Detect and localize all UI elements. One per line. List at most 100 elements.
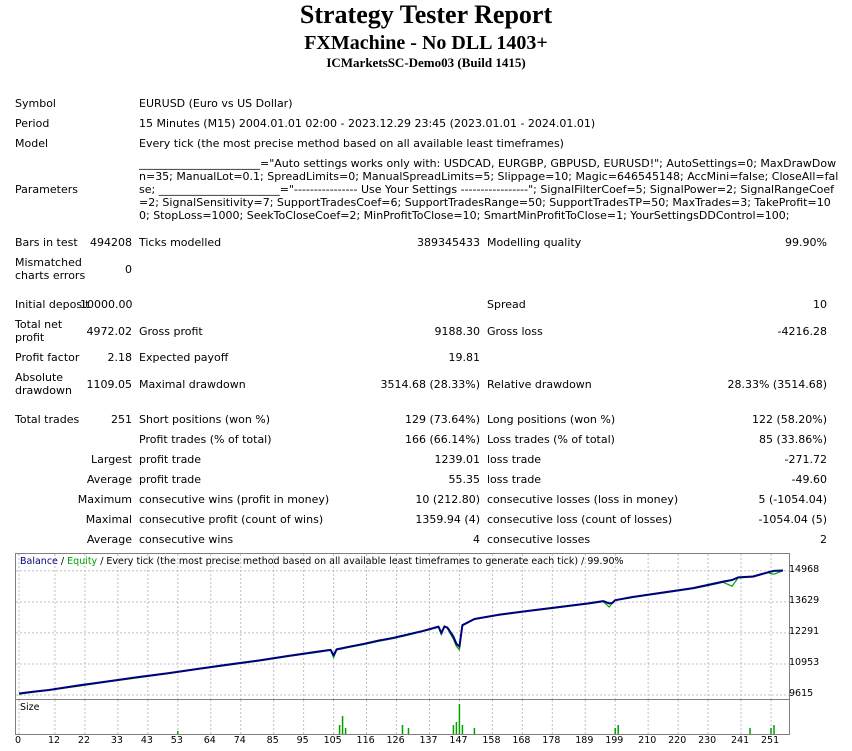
x-tick-label: 85 <box>266 735 279 746</box>
grossprofit-label: Gross profit <box>139 325 203 338</box>
avg-consecutive-losses-value: 2 <box>820 533 827 546</box>
average-profit-label: profit trade <box>139 473 202 486</box>
size-pane-svg <box>18 700 775 734</box>
x-tick-label: 33 <box>110 735 123 746</box>
y-tick-label: 13629 <box>789 594 820 606</box>
expert-name: FXMachine - No DLL 1403+ <box>304 32 548 54</box>
x-tick-label: 168 <box>512 735 531 746</box>
x-tick-label: 189 <box>575 735 594 746</box>
netprofit-value: 4972.02 <box>86 325 133 338</box>
symbol-label: Symbol <box>15 97 56 110</box>
bars-value: 494208 <box>90 236 132 249</box>
reldd-value: 28.33% (3514.68) <box>727 378 827 391</box>
largest-profit-label: profit trade <box>139 453 202 466</box>
loss-trades-label: Loss trades (% of total) <box>487 433 615 446</box>
x-tick-label: 43 <box>140 735 153 746</box>
largest-loss-label: loss trade <box>487 453 542 466</box>
average-label: Average <box>86 473 132 486</box>
ticks-value: 389345433 <box>417 236 480 249</box>
mismatch-label-1: Mismatched <box>15 256 82 269</box>
maximal-label: Maximal <box>85 513 132 526</box>
x-tick-label: 199 <box>605 735 624 746</box>
report-title: Strategy Tester Report <box>299 0 553 29</box>
grossprofit-value: 9188.30 <box>434 325 481 338</box>
average-loss-value: -49.60 <box>791 473 827 486</box>
profit-factor-value: 2.18 <box>107 351 133 364</box>
x-tick-label: 105 <box>323 735 342 746</box>
balance-line <box>18 569 784 695</box>
deposit-label: Initial deposit <box>15 298 90 311</box>
x-tick-label: 22 <box>77 735 90 746</box>
spread-label: Spread <box>487 298 526 311</box>
long-value: 122 (58.20%) <box>751 413 827 426</box>
maximal-consecutive-profit-value: 1359.94 (4) <box>415 513 480 526</box>
x-tick-label: 158 <box>482 735 501 746</box>
x-tick-label: 241 <box>731 735 750 746</box>
x-tick-label: 251 <box>761 735 780 746</box>
bars-label: Bars in test <box>15 236 78 249</box>
loss-trades-value: 85 (33.86%) <box>758 433 827 446</box>
x-tick-label: 220 <box>668 735 687 746</box>
x-tick-label: 12 <box>47 735 61 746</box>
maximum-label: Maximum <box>77 493 132 506</box>
symbol-value: EURUSD (Euro vs US Dollar) <box>139 97 293 110</box>
reldd-label: Relative drawdown <box>487 378 592 391</box>
expected-payoff-value: 19.81 <box>448 351 481 364</box>
short-label: Short positions (won %) <box>139 413 271 426</box>
legend-description: / Every tick (the most precise method ba… <box>97 556 624 567</box>
average-profit-value: 55.35 <box>448 473 481 486</box>
short-value: 129 (73.64%) <box>404 413 480 426</box>
period-value: 15 Minutes (M15) 2004.01.01 02:00 - 2023… <box>139 117 596 130</box>
netprofit-label-2: profit <box>15 331 45 344</box>
x-tick-label: 178 <box>542 735 561 746</box>
deposit-value: 10000.00 <box>80 298 133 311</box>
absdd-label-2: drawdown <box>15 384 72 397</box>
absdd-label-1: Absolute <box>15 371 64 384</box>
x-tick-label: 116 <box>356 735 375 746</box>
average2-label: Average <box>86 533 132 546</box>
profit-trades-label: Profit trades (% of total) <box>139 433 272 446</box>
maximal-consecutive-loss-value: -1054.04 (5) <box>758 513 827 526</box>
model-label: Model <box>15 137 49 150</box>
total-trades-label: Total trades <box>15 413 80 426</box>
legend-balance: Balance <box>20 556 58 567</box>
average-loss-label: loss trade <box>487 473 542 486</box>
largest-profit-value: 1239.01 <box>434 453 481 466</box>
maxdd-value: 3514.68 (28.33%) <box>380 378 480 391</box>
max-consecutive-losses-value: 5 (-1054.04) <box>758 493 827 506</box>
y-tick-label: 14968 <box>789 563 820 575</box>
spread-value: 10 <box>813 298 827 311</box>
grossloss-label: Gross loss <box>487 325 543 338</box>
avg-consecutive-wins-value: 4 <box>473 533 480 546</box>
maxdd-label: Maximal drawdown <box>139 378 246 391</box>
quality-label: Modelling quality <box>487 236 582 249</box>
avg-consecutive-wins-label: consecutive wins <box>139 533 234 546</box>
mismatch-value: 0 <box>125 263 132 276</box>
absdd-value: 1109.05 <box>86 378 133 391</box>
x-tick-label: 95 <box>296 735 309 746</box>
period-label: Period <box>15 117 50 130</box>
grossloss-value: -4216.28 <box>777 325 827 338</box>
long-label: Long positions (won %) <box>487 413 616 426</box>
x-tick-label: 210 <box>638 735 657 746</box>
maximal-consecutive-profit-label: consecutive profit (count of wins) <box>139 513 324 526</box>
largest-label: Largest <box>91 453 132 466</box>
x-tick-label: 74 <box>233 735 246 746</box>
legend-separator: / <box>57 556 68 567</box>
x-tick-label: 64 <box>203 735 216 746</box>
model-value: Every tick (the most precise method base… <box>139 137 564 150</box>
profit-trades-value: 166 (66.14%) <box>404 433 480 446</box>
avg-consecutive-losses-label: consecutive losses <box>487 533 591 546</box>
x-tick-label: 126 <box>386 735 405 746</box>
expected-payoff-label: Expected payoff <box>139 351 229 364</box>
profit-factor-label: Profit factor <box>15 351 80 364</box>
size-label: Size <box>20 702 40 713</box>
parameters-value: ______________________="Auto settings wo… <box>139 157 839 222</box>
largest-loss-value: -271.72 <box>784 453 827 466</box>
parameters-label: Parameters <box>15 183 78 196</box>
ticks-label: Ticks modelled <box>139 236 222 249</box>
total-trades-value: 251 <box>111 413 132 426</box>
x-tick-label: 147 <box>449 735 468 746</box>
netprofit-label-1: Total net <box>15 318 63 331</box>
x-tick-label: 53 <box>170 735 183 746</box>
